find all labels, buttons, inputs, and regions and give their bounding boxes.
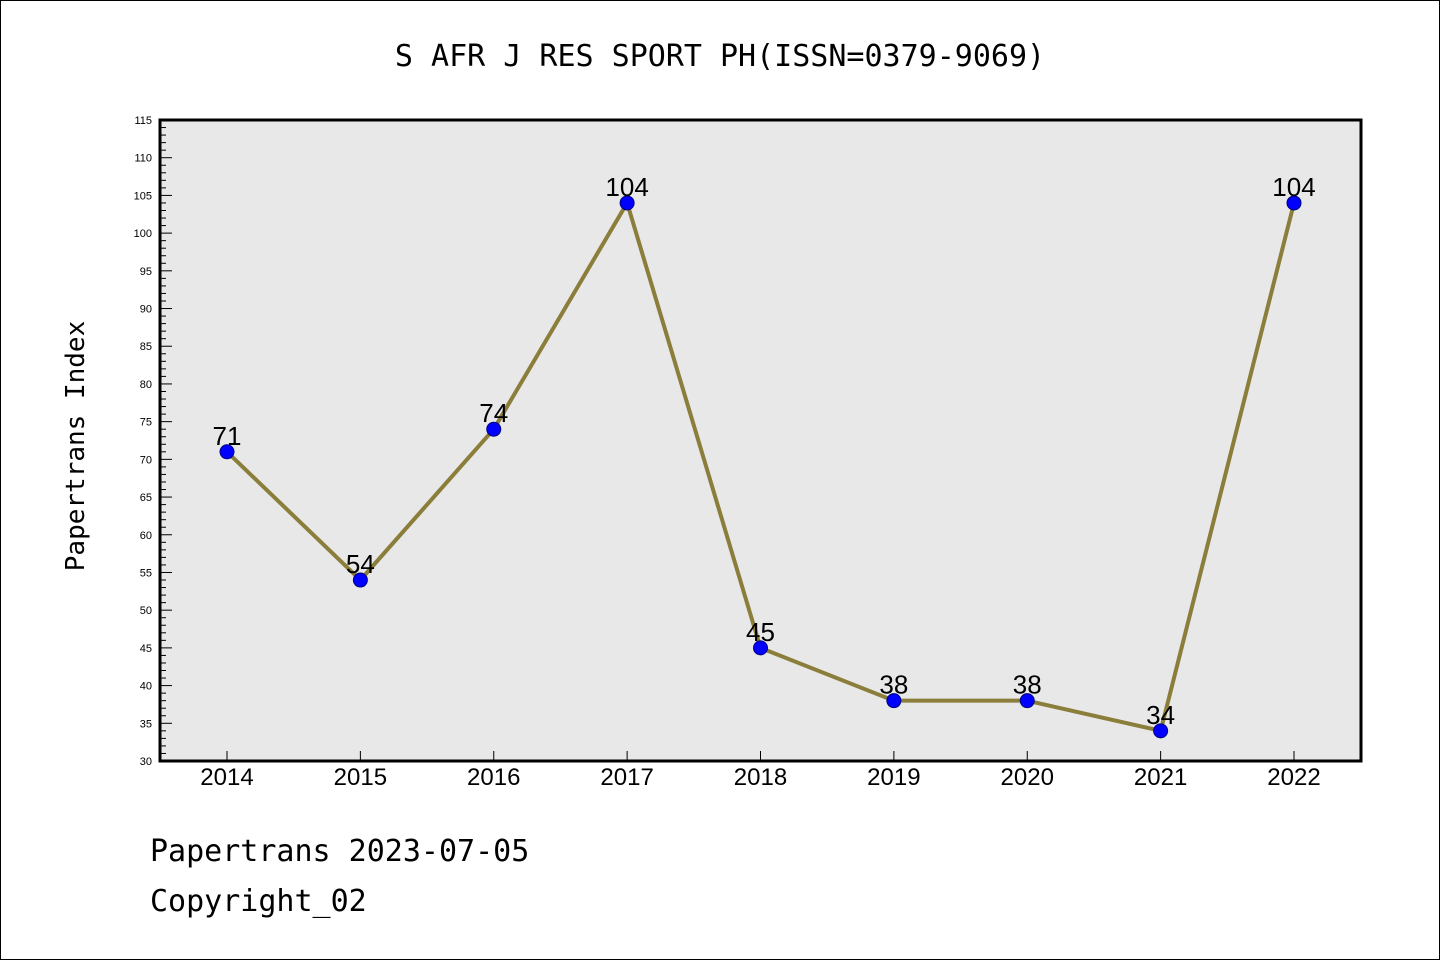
chart-title: S AFR J RES SPORT PH(ISSN=0379-9069): [395, 39, 1045, 74]
data-point: [619, 195, 635, 211]
data-label: 74: [479, 398, 508, 428]
y-tick-label: 80: [140, 379, 152, 391]
y-tick-label: 30: [140, 756, 152, 768]
plot-area: [158, 118, 1363, 763]
data-label: 38: [879, 670, 908, 700]
data-label: 38: [1013, 670, 1042, 700]
x-tick-label: 2015: [334, 764, 387, 791]
footer-copyright: Copyright_02: [150, 884, 367, 919]
data-point: [886, 693, 902, 709]
data-point: [1153, 723, 1169, 739]
y-tick-label: 65: [140, 492, 152, 504]
x-tick-label: 2014: [200, 764, 253, 791]
x-tick-label: 2021: [1134, 764, 1187, 791]
y-tick-label: 95: [140, 266, 152, 278]
x-axis: 2014 2015 2016 2017 2018 2019 2020 2021 2022: [200, 751, 1321, 791]
x-tick-label: 2020: [1001, 764, 1054, 791]
y-tick-label: 35: [140, 718, 152, 730]
y-axis: 30 35 40 45 50 55 60 65 70 75 80 85 90 95 100 105 110 115: [134, 115, 172, 768]
data-label: 45: [746, 617, 775, 647]
y-tick-label: 105: [134, 190, 152, 202]
y-tick-label: 90: [140, 304, 152, 316]
x-tick-label: 2022: [1267, 764, 1320, 791]
y-tick-label: 55: [140, 567, 152, 579]
x-tick-label: 2016: [467, 764, 520, 791]
data-point: [219, 444, 235, 460]
y-axis-label: Papertrans Index: [61, 321, 91, 571]
data-label: 71: [213, 421, 242, 451]
y-tick-label: 70: [140, 454, 152, 466]
y-tick-label: 50: [140, 605, 152, 617]
y-tick-label: 110: [134, 153, 152, 165]
data-label: 34: [1146, 700, 1175, 730]
x-tick-label: 2018: [734, 764, 787, 791]
data-label: 104: [605, 172, 648, 202]
y-tick-label: 40: [140, 681, 152, 693]
x-tick-label: 2019: [867, 764, 920, 791]
y-tick-label: 60: [140, 530, 152, 542]
data-point: [1286, 195, 1302, 211]
x-tick-label: 2017: [600, 764, 653, 791]
data-point: [753, 640, 768, 656]
footer-date: Papertrans 2023-07-05: [150, 834, 530, 869]
y-tick-label: 45: [140, 643, 152, 655]
y-tick-label: 75: [140, 417, 152, 429]
data-labels: 71 54 74 104 45 38 38 34 104: [213, 172, 1316, 730]
data-label: 54: [346, 549, 375, 579]
data-point: [486, 421, 502, 437]
y-tick-label: 115: [134, 115, 152, 127]
y-tick-label: 100: [134, 228, 152, 240]
series-markers: [219, 195, 1302, 739]
y-tick-label: 85: [140, 341, 152, 353]
data-point: [1019, 693, 1035, 709]
data-point: [352, 572, 368, 588]
data-label: 104: [1272, 172, 1315, 202]
